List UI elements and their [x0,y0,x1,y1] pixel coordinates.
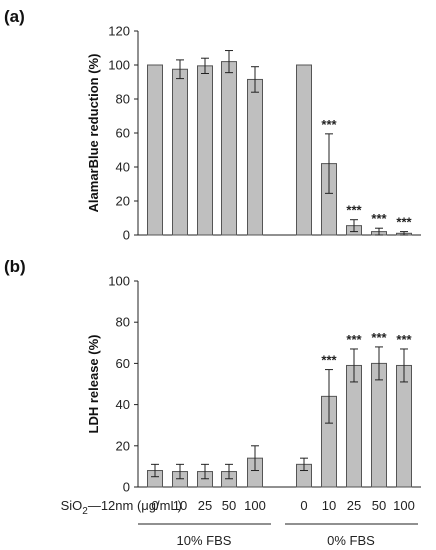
bar [346,364,362,488]
significance-label: *** [346,203,362,218]
significance-label: *** [396,332,412,347]
y-axis-label: LDH release (%) [86,335,101,434]
y-tick-label: 100 [108,58,130,73]
y-tick-label: 40 [116,160,130,175]
x-axis-title-prefix: SiO [61,498,83,513]
y-tick-label: 120 [108,24,130,39]
x-tick-label: 100 [244,498,266,513]
x-tick-label: 25 [198,498,212,513]
panel-a: (a) AlamarBlue reduction (%) 0 20 40 60 80 100 1… [4,7,421,243]
significance-label: *** [371,330,387,345]
bar [371,362,387,488]
group-label-0-fbs: 0% FBS [327,533,375,548]
x-axis-title-subscript: 2 [82,506,88,517]
bar [296,64,312,236]
x-tick-label: 10 [322,498,336,513]
significance-label: *** [321,353,337,368]
y-tick-label: 40 [116,397,130,412]
x-tick-label: 10 [173,498,187,513]
x-axis-title-suffix: —12nm (μg/mL) [88,498,182,513]
significance-label: *** [346,332,362,347]
x-tick-label: 50 [222,498,236,513]
x-axis-labels: SiO2—12nm (μg/mL) 10% FBS 0% FBS [61,498,418,548]
x-axis-title: SiO2—12nm (μg/mL) [61,498,182,517]
y-tick-label: 80 [116,315,130,330]
bar [147,64,163,236]
significance-label: *** [371,211,387,226]
significance-label: *** [321,117,337,132]
bar [221,61,237,236]
y-tick-label: 60 [116,356,130,371]
y-tick-label: 60 [116,126,130,141]
group-label-10-fbs: 10% FBS [177,533,232,548]
x-tick-label: 100 [393,498,415,513]
bar [247,78,263,236]
y-tick-label: 20 [116,194,130,209]
y-tick-label: 20 [116,438,130,453]
y-tick-label: 0 [123,480,130,495]
panel-label: (a) [4,7,25,26]
panel-label: (b) [4,257,26,276]
x-tick-label: 25 [347,498,361,513]
x-tick-label: 50 [372,498,386,513]
y-tick-label: 80 [116,92,130,107]
x-tick-label: 0 [300,498,307,513]
bar [172,68,188,236]
significance-label: *** [396,215,412,230]
y-tick-label: 0 [123,228,130,243]
y-tick-label: 100 [108,274,130,289]
x-tick-label: 0 [151,498,158,513]
bar [396,364,412,488]
y-axis-label: AlamarBlue reduction (%) [86,54,101,213]
bar [197,65,213,236]
